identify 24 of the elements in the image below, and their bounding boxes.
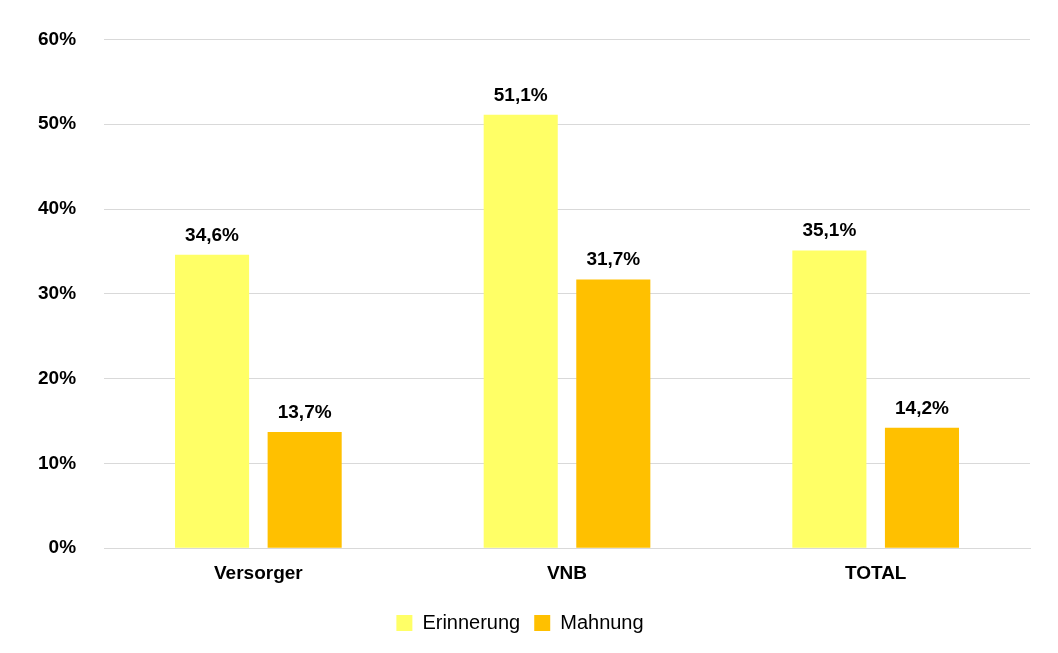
y-tick-label: 50% [38,112,77,134]
bar [483,114,558,548]
legend-label: Mahnung [560,610,644,633]
y-tick-label: 40% [38,197,77,219]
data-label: 13,7% [277,400,332,422]
bar [175,254,250,548]
data-label: 14,2% [895,396,950,418]
bar [792,250,867,548]
y-tick-label: 60% [38,27,77,49]
bar [267,432,342,548]
y-tick-label: 30% [38,282,77,304]
y-tick-label: 0% [48,536,77,558]
bar [884,427,960,548]
data-label: 31,7% [586,248,641,270]
y-tick-label: 10% [38,451,77,473]
data-label: 51,1% [493,83,548,105]
x-tick-label: Versorger [213,561,304,583]
x-tick-label: TOTAL [844,561,907,583]
data-label: 35,1% [802,219,857,241]
legend-label: Erinnerung [422,610,521,633]
data-label: 34,6% [185,223,240,245]
y-tick-label: 20% [38,366,77,388]
bar [576,279,651,548]
x-tick-label: VNB [546,561,588,583]
